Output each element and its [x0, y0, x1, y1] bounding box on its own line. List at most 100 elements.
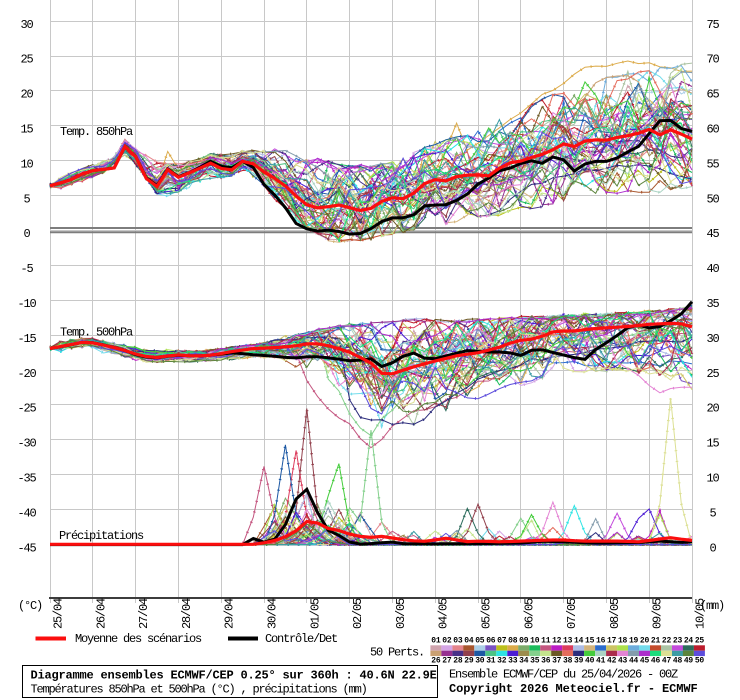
svg-text:07/05: 07/05 [565, 598, 579, 629]
svg-text:07: 07 [497, 636, 507, 645]
svg-text:09: 09 [519, 636, 529, 645]
svg-text:40: 40 [706, 262, 719, 276]
svg-text:43: 43 [618, 656, 628, 665]
svg-text:0: 0 [709, 541, 716, 555]
svg-text:(°C): (°C) [18, 599, 42, 613]
svg-text:20: 20 [706, 402, 719, 416]
svg-text:65: 65 [706, 88, 719, 102]
svg-text:35: 35 [530, 656, 540, 665]
svg-text:50 Perts.: 50 Perts. [370, 646, 424, 660]
svg-text:Temp. 500hPa: Temp. 500hPa [60, 326, 133, 340]
svg-text:10: 10 [530, 636, 540, 645]
svg-text:Ensemble ECMWF/CEP du 25/04/20: Ensemble ECMWF/CEP du 25/04/2026 - 00Z [449, 668, 678, 682]
svg-text:25/04: 25/04 [52, 598, 66, 629]
svg-text:29/04: 29/04 [223, 598, 237, 629]
svg-text:47: 47 [662, 656, 672, 665]
svg-text:0: 0 [23, 227, 30, 241]
svg-text:31: 31 [486, 656, 496, 665]
svg-text:36: 36 [541, 656, 551, 665]
svg-text:29: 29 [464, 656, 474, 665]
svg-text:75: 75 [706, 18, 719, 32]
svg-text:10: 10 [20, 157, 33, 171]
svg-text:Moyenne des scénarios: Moyenne des scénarios [75, 632, 202, 646]
svg-text:70: 70 [706, 53, 719, 67]
svg-text:48: 48 [673, 656, 683, 665]
svg-text:09/05: 09/05 [651, 598, 665, 629]
svg-text:-45: -45 [17, 541, 36, 555]
svg-text:26/04: 26/04 [94, 598, 108, 629]
svg-text:06/05: 06/05 [522, 598, 536, 629]
svg-text:-35: -35 [17, 472, 36, 486]
svg-text:Températures 850hPa et 500hPa: Températures 850hPa et 500hPa (°C) , pré… [31, 683, 367, 697]
svg-text:55: 55 [706, 157, 719, 171]
svg-text:10: 10 [706, 472, 719, 486]
svg-text:33: 33 [508, 656, 518, 665]
svg-text:28/04: 28/04 [180, 598, 194, 629]
svg-text:25: 25 [20, 53, 33, 67]
svg-text:21: 21 [651, 636, 661, 645]
svg-text:Copyright 2026 Meteociel.fr -: Copyright 2026 Meteociel.fr - ECMWF [449, 682, 698, 696]
svg-text:18: 18 [618, 636, 628, 645]
svg-text:60: 60 [706, 123, 719, 137]
svg-text:10/05: 10/05 [694, 598, 708, 629]
svg-text:41: 41 [596, 656, 606, 665]
svg-text:30: 30 [475, 656, 485, 665]
svg-text:30: 30 [20, 18, 33, 32]
svg-text:42: 42 [607, 656, 617, 665]
svg-text:17: 17 [607, 636, 617, 645]
svg-text:46: 46 [651, 656, 661, 665]
svg-text:24: 24 [684, 636, 694, 645]
svg-text:08/05: 08/05 [608, 598, 622, 629]
svg-text:11: 11 [541, 636, 551, 645]
svg-text:40: 40 [585, 656, 595, 665]
svg-text:32: 32 [497, 656, 507, 665]
svg-text:08: 08 [508, 636, 518, 645]
svg-text:-20: -20 [17, 367, 36, 381]
svg-text:-25: -25 [17, 402, 36, 416]
svg-text:26: 26 [431, 656, 441, 665]
svg-text:Précipitations: Précipitations [59, 529, 144, 543]
svg-text:02: 02 [442, 636, 452, 645]
svg-text:49: 49 [684, 656, 694, 665]
svg-text:50: 50 [695, 656, 705, 665]
svg-text:15: 15 [706, 437, 719, 451]
svg-text:30: 30 [706, 332, 719, 346]
svg-text:44: 44 [629, 656, 639, 665]
svg-text:27: 27 [442, 656, 452, 665]
svg-text:16: 16 [596, 636, 606, 645]
svg-text:14: 14 [574, 636, 584, 645]
svg-text:20: 20 [640, 636, 650, 645]
svg-text:20: 20 [20, 88, 33, 102]
svg-text:-30: -30 [17, 437, 36, 451]
svg-text:02/05: 02/05 [351, 598, 365, 629]
svg-text:28: 28 [453, 656, 463, 665]
svg-text:03/05: 03/05 [394, 598, 408, 629]
svg-text:34: 34 [519, 656, 529, 665]
svg-text:01/05: 01/05 [308, 598, 322, 629]
svg-text:05/05: 05/05 [480, 598, 494, 629]
svg-text:-40: -40 [17, 506, 36, 520]
svg-text:25: 25 [706, 367, 719, 381]
svg-text:(mm): (mm) [700, 599, 724, 613]
svg-text:05: 05 [475, 636, 485, 645]
svg-text:50: 50 [706, 192, 719, 206]
svg-text:Temp. 850hPa: Temp. 850hPa [60, 125, 133, 139]
svg-text:06: 06 [486, 636, 496, 645]
svg-text:04: 04 [464, 636, 474, 645]
svg-text:38: 38 [563, 656, 573, 665]
svg-text:04/05: 04/05 [437, 598, 451, 629]
svg-text:-5: -5 [20, 262, 33, 276]
svg-text:19: 19 [629, 636, 639, 645]
svg-text:25: 25 [695, 636, 705, 645]
svg-text:5: 5 [23, 192, 30, 206]
svg-text:12: 12 [552, 636, 562, 645]
svg-text:01: 01 [431, 636, 441, 645]
svg-text:15: 15 [585, 636, 595, 645]
svg-text:39: 39 [574, 656, 584, 665]
svg-text:23: 23 [673, 636, 683, 645]
svg-text:03: 03 [453, 636, 463, 645]
svg-text:-15: -15 [17, 332, 36, 346]
svg-text:Contrôle/Det: Contrôle/Det [265, 632, 337, 646]
svg-text:Diagramme ensembles ECMWF/CEP: Diagramme ensembles ECMWF/CEP 0.25° sur … [31, 669, 437, 683]
svg-text:30/04: 30/04 [266, 598, 280, 629]
